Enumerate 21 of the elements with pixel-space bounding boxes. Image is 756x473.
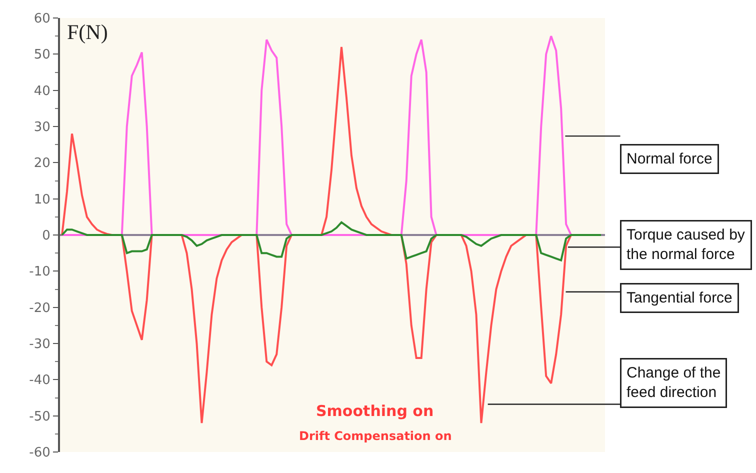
y-tick-label: -10 xyxy=(29,264,50,280)
y-tick-label: 20 xyxy=(34,156,50,172)
annotation: Smoothing on xyxy=(316,402,434,420)
y-tick-label: 40 xyxy=(34,84,50,99)
text: Normal force xyxy=(626,150,712,168)
line-series xyxy=(61,221,602,262)
text: Tangential force xyxy=(626,290,732,306)
y-tick-label: -40 xyxy=(29,373,50,388)
y-tick-label: 30 xyxy=(34,120,50,136)
y-tick-label: -30 xyxy=(29,337,50,352)
y-tick-label: -20 xyxy=(29,300,50,316)
y-tick-label: -60 xyxy=(29,446,50,461)
annotation: Drift Compensation on xyxy=(299,429,452,443)
text: Change of the feed direction xyxy=(626,364,721,401)
y-tick-label: 10 xyxy=(34,192,50,208)
y-tick-label: 50 xyxy=(34,48,50,63)
y-tick-label: -50 xyxy=(29,409,50,424)
y-tick-label: 60 xyxy=(34,12,50,27)
y-axis-title: F(N) xyxy=(67,20,108,44)
text: Torque caused by the normal force xyxy=(626,226,746,263)
y-tick-label: 0 xyxy=(42,228,50,244)
